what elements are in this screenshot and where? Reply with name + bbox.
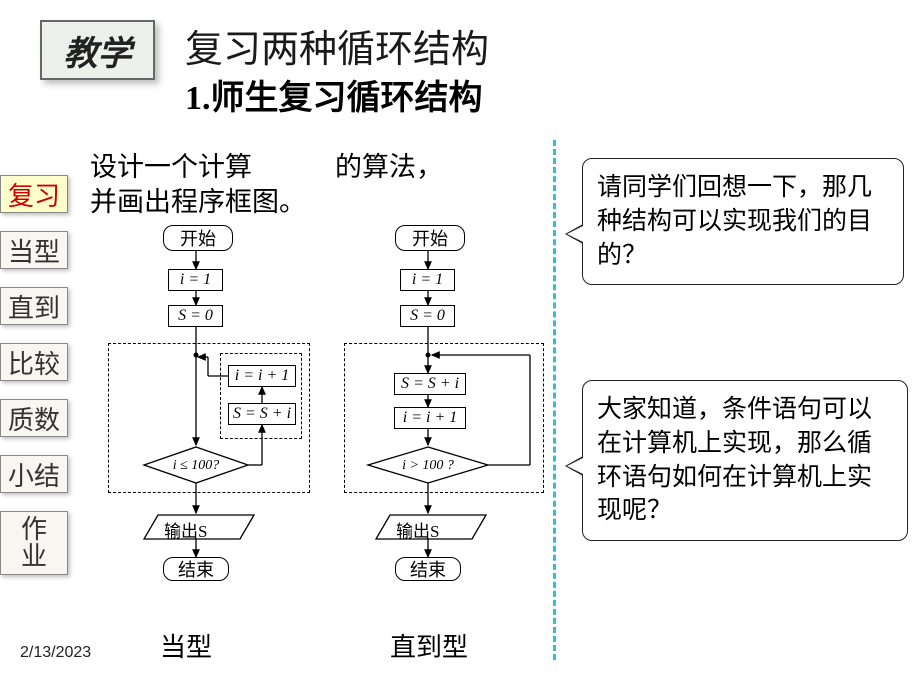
fc2-cond: i > 100 ?	[402, 458, 454, 473]
caption-while: 当型	[160, 627, 212, 664]
flowchart-while: 开始 i = 1 S = 0 i = i + 1 S = S + i i ≤ 1…	[108, 225, 318, 625]
caption-until: 直到型	[390, 627, 468, 664]
nav-summary[interactable]: 小结	[0, 455, 68, 493]
page-title: 复习两种循环结构	[185, 18, 489, 73]
nav-review[interactable]: 复习	[0, 175, 68, 213]
task-text-1: 设计一个计算	[90, 145, 252, 184]
nav-compare[interactable]: 比较	[0, 343, 68, 381]
nav-until[interactable]: 直到	[0, 287, 68, 325]
nav-while[interactable]: 当型	[0, 231, 68, 269]
speech-bubble-2: 大家知道，条件语句可以在计算机上实现，那么循环语句如何在计算机上实现呢？	[582, 380, 908, 541]
header-label: 教学	[40, 20, 155, 80]
sidebar-nav: 复习 当型 直到 比较 质数 小结 作 业	[0, 175, 68, 593]
nav-homework-l2: 业	[21, 543, 47, 570]
page-subtitle: 1.师生复习循环结构	[185, 70, 483, 119]
vertical-divider	[553, 140, 556, 660]
nav-homework-l1: 作	[21, 516, 47, 543]
speech-tail-icon	[565, 456, 583, 476]
speech-1-text: 请同学们回想一下，那几种结构可以实现我们的目的？	[597, 174, 872, 269]
fc-end: 结束	[163, 557, 229, 581]
flowchart-until: 开始 i = 1 S = 0 S = S + i i = i + 1 i > 1…	[340, 225, 550, 625]
speech-2-text: 大家知道，条件语句可以在计算机上实现，那么循环语句如何在计算机上实现呢？	[597, 396, 872, 524]
fc-cond: i ≤ 100?	[173, 458, 220, 473]
task-text-2: 的算法，	[335, 145, 443, 184]
footer-date: 2/13/2023	[20, 644, 91, 662]
nav-homework[interactable]: 作 业	[0, 511, 68, 575]
task-text-3: 并画出程序框图。	[90, 180, 306, 219]
speech-bubble-1: 请同学们回想一下，那几种结构可以实现我们的目的？	[582, 158, 904, 285]
fc-out: 输出S	[164, 517, 207, 542]
speech-tail-icon	[565, 224, 583, 244]
fc2-out: 输出S	[396, 517, 439, 542]
nav-prime[interactable]: 质数	[0, 399, 68, 437]
fc2-end: 结束	[395, 557, 461, 581]
